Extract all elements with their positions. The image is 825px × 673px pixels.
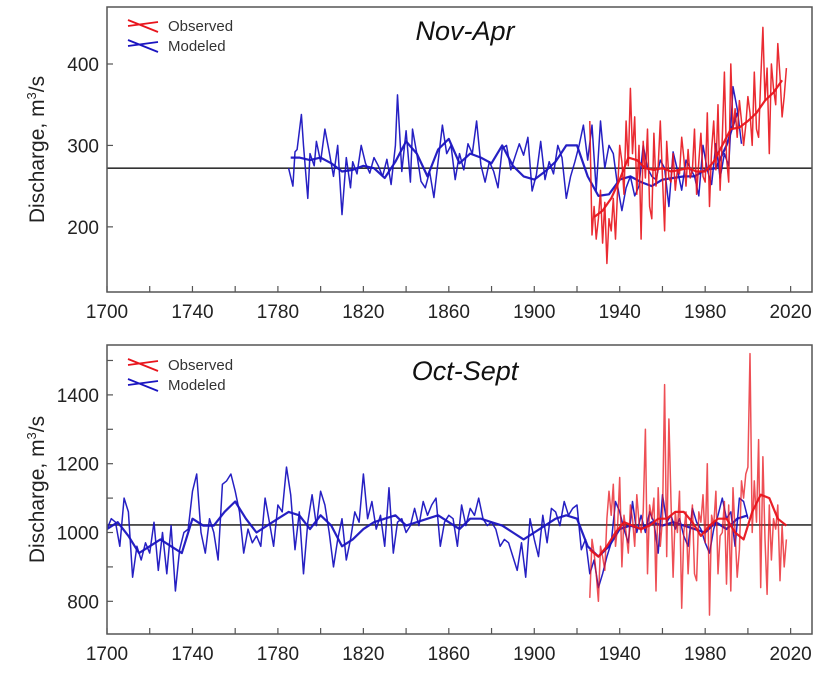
panel-title: Nov-Apr [415, 16, 515, 46]
x-tick-label: 2020 [769, 302, 811, 323]
x-tick-label: 1940 [599, 644, 641, 665]
plot-frame [106, 6, 813, 293]
y-axis-label-unit: /s [26, 416, 49, 432]
legend-item-observed: Observed [127, 357, 233, 374]
legend-swatch-icon [127, 378, 159, 392]
y-axis-label-text: Discharge, m [26, 439, 49, 563]
y-tick-label: 200 [67, 218, 99, 239]
legend-swatch-icon [127, 358, 159, 372]
y-axis-label: Discharge, m3/s [24, 76, 49, 223]
y-tick-label: 1000 [57, 524, 99, 545]
x-tick-label: 1700 [86, 644, 128, 665]
series-line-modeled-smoothed [107, 500, 749, 558]
y-axis-label-text: Discharge, m [26, 99, 49, 223]
legend-swatch-icon [127, 21, 159, 27]
y-tick-label: 800 [67, 592, 99, 613]
y-axis-label-sup: 3 [24, 432, 39, 439]
series-line-observed-smoothed [589, 493, 788, 558]
legend-item-observed: Observed [127, 18, 233, 35]
x-tick-label: 1940 [599, 302, 641, 323]
series-line-modeled [287, 86, 743, 216]
legend-swatch-icon [127, 41, 159, 47]
x-tick-label: 1700 [86, 302, 128, 323]
panel-title: Oct-Sept [412, 356, 520, 386]
x-tick-label: 1740 [171, 302, 213, 323]
legend-item-modeled: Modeled [127, 377, 226, 394]
y-tick-label: 1400 [57, 386, 99, 407]
x-tick-label: 1860 [428, 644, 470, 665]
x-tick-label: 1900 [513, 302, 555, 323]
x-tick-label: 1860 [428, 302, 470, 323]
legend-item-modeled: Modeled [127, 38, 226, 55]
legend-swatch-icon [127, 19, 159, 33]
legend-swatch-icon [127, 380, 159, 386]
series-line-observed [589, 352, 788, 616]
x-tick-label: 1820 [342, 302, 384, 323]
series-line-observed-smoothed [593, 79, 783, 218]
series-line-observed [589, 26, 788, 265]
legend-label: Observed [168, 357, 233, 374]
legend-swatch-icon [127, 39, 159, 53]
panel-nov-apr: 1700 1740 1780 1820 1860 1900 1940 1980 2020 200 3… [24, 6, 813, 323]
legend-swatch-icon [127, 360, 159, 366]
x-tick-label: 1900 [513, 644, 555, 665]
series-group [107, 352, 812, 616]
x-tick-label: 1780 [257, 644, 299, 665]
plot-frame [106, 344, 813, 635]
series-group [107, 26, 812, 265]
legend-label: Modeled [168, 377, 226, 394]
y-axis-label: Discharge, m3/s [24, 416, 49, 563]
x-tick-label: 1980 [684, 302, 726, 323]
series-line-modeled [107, 466, 749, 592]
legend-label: Observed [168, 18, 233, 35]
y-tick-label: 300 [67, 136, 99, 157]
y-tick-label: 400 [67, 55, 99, 76]
x-tick-label: 1780 [257, 302, 299, 323]
y-axis-label-unit: /s [26, 76, 49, 92]
legend-label: Modeled [168, 38, 226, 55]
x-tick-label: 2020 [769, 644, 811, 665]
x-tick-label: 1980 [684, 644, 726, 665]
x-tick-label: 1740 [171, 644, 213, 665]
panel-oct-sept: 1700 1740 1780 1820 1860 1900 1940 1980 2020 800 1… [24, 344, 813, 665]
x-tick-label: 1820 [342, 644, 384, 665]
y-tick-label: 1200 [57, 455, 99, 476]
y-axis-label-sup: 3 [24, 92, 39, 99]
